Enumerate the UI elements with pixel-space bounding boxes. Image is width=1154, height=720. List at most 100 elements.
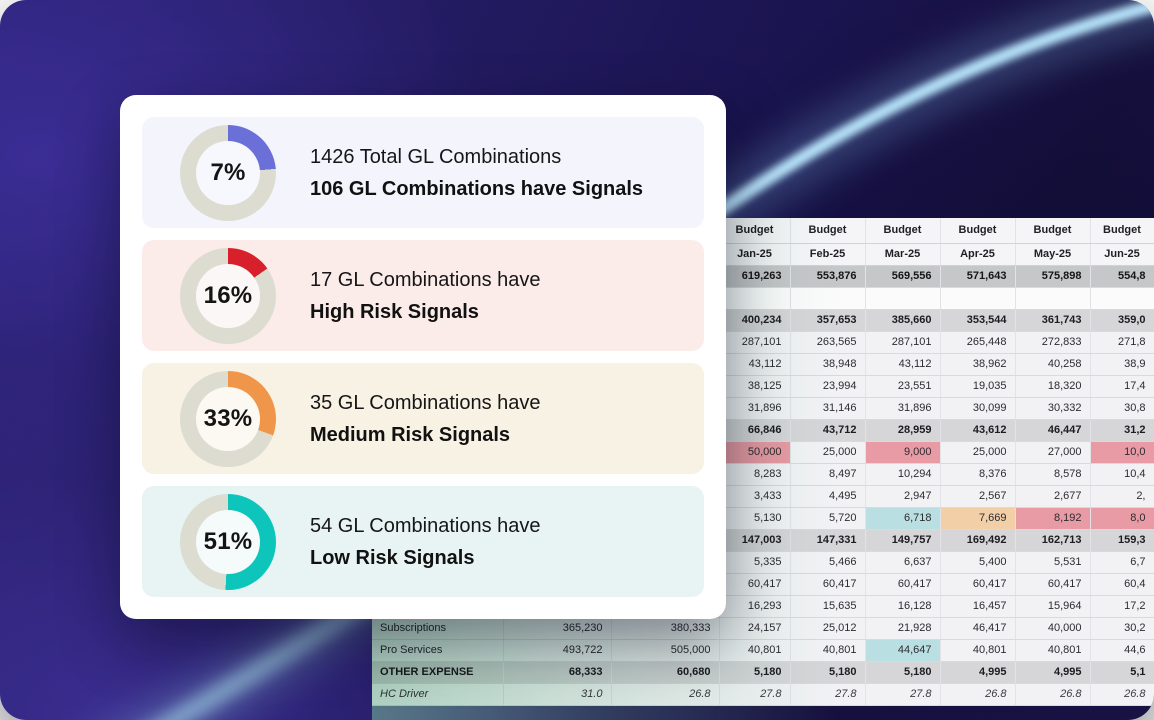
value-cell[interactable]: 5,130 <box>719 507 791 530</box>
value-cell[interactable]: 38,9 <box>1090 353 1154 376</box>
value-cell[interactable] <box>719 287 791 310</box>
value-cell[interactable]: 5,466 <box>790 551 866 574</box>
value-cell[interactable]: 400,234 <box>719 309 791 332</box>
value-cell[interactable]: 7,669 <box>940 507 1016 530</box>
value-cell[interactable]: 2,567 <box>940 485 1016 508</box>
value-cell[interactable]: 27,000 <box>1015 441 1091 464</box>
value-cell[interactable]: 4,995 <box>1015 661 1091 684</box>
value-cell[interactable]: 159,3 <box>1090 529 1154 552</box>
value-cell[interactable]: 357,653 <box>790 309 866 332</box>
value-cell[interactable]: Jan-25 <box>719 243 791 266</box>
value-cell[interactable]: 16,293 <box>719 595 791 618</box>
value-cell[interactable]: 30,8 <box>1090 397 1154 420</box>
value-cell[interactable]: 162,713 <box>1015 529 1091 552</box>
value-cell[interactable]: 8,578 <box>1015 463 1091 486</box>
value-cell[interactable]: 8,192 <box>1015 507 1091 530</box>
value-cell[interactable]: 10,294 <box>865 463 941 486</box>
value-cell[interactable]: 5,335 <box>719 551 791 574</box>
value-cell[interactable]: Budget <box>865 218 941 244</box>
value-cell[interactable] <box>1015 287 1091 310</box>
value-cell[interactable]: Feb-25 <box>790 243 866 266</box>
value-cell[interactable]: 8,497 <box>790 463 866 486</box>
value-cell[interactable]: 21,928 <box>865 617 941 640</box>
value-cell[interactable]: 263,565 <box>790 331 866 354</box>
value-cell[interactable] <box>865 287 941 310</box>
value-cell[interactable] <box>1090 287 1154 310</box>
value-cell[interactable]: 16,457 <box>940 595 1016 618</box>
value-cell[interactable]: 272,833 <box>1015 331 1091 354</box>
value-cell[interactable]: 25,000 <box>940 441 1016 464</box>
value-cell[interactable]: 147,331 <box>790 529 866 552</box>
value-cell[interactable]: 38,948 <box>790 353 866 376</box>
value-cell[interactable]: 31,896 <box>719 397 791 420</box>
value-cell[interactable]: 40,801 <box>719 639 791 662</box>
value-cell[interactable]: 271,8 <box>1090 331 1154 354</box>
value-cell[interactable]: 5,180 <box>865 661 941 684</box>
value-cell[interactable]: 6,637 <box>865 551 941 574</box>
value-cell[interactable]: 26.8 <box>1015 683 1091 706</box>
value-cell[interactable]: 5,180 <box>719 661 791 684</box>
value-cell[interactable]: 44,647 <box>865 639 941 662</box>
value-cell[interactable]: 17,4 <box>1090 375 1154 398</box>
value-cell[interactable]: 8,0 <box>1090 507 1154 530</box>
value-cell[interactable]: 149,757 <box>865 529 941 552</box>
value-cell[interactable]: 380,333 <box>611 617 720 640</box>
value-cell[interactable]: 15,964 <box>1015 595 1091 618</box>
value-cell[interactable]: 5,1 <box>1090 661 1154 684</box>
value-cell[interactable]: 26.8 <box>1090 683 1154 706</box>
value-cell[interactable]: 147,003 <box>719 529 791 552</box>
value-cell[interactable]: 2,677 <box>1015 485 1091 508</box>
value-cell[interactable]: 493,722 <box>503 639 612 662</box>
value-cell[interactable] <box>790 287 866 310</box>
value-cell[interactable]: 4,995 <box>940 661 1016 684</box>
value-cell[interactable]: 30,332 <box>1015 397 1091 420</box>
value-cell[interactable]: 265,448 <box>940 331 1016 354</box>
value-cell[interactable]: 60,417 <box>865 573 941 596</box>
value-cell[interactable]: 554,8 <box>1090 265 1154 288</box>
value-cell[interactable]: 17,2 <box>1090 595 1154 618</box>
value-cell[interactable]: 5,180 <box>790 661 866 684</box>
value-cell[interactable]: 575,898 <box>1015 265 1091 288</box>
value-cell[interactable]: 25,012 <box>790 617 866 640</box>
value-cell[interactable]: Budget <box>1015 218 1091 244</box>
value-cell[interactable]: 365,230 <box>503 617 612 640</box>
value-cell[interactable]: 5,720 <box>790 507 866 530</box>
value-cell[interactable]: 66,846 <box>719 419 791 442</box>
value-cell[interactable] <box>940 287 1016 310</box>
value-cell[interactable]: 28,959 <box>865 419 941 442</box>
value-cell[interactable]: 23,551 <box>865 375 941 398</box>
value-cell[interactable]: 43,112 <box>719 353 791 376</box>
value-cell[interactable]: 553,876 <box>790 265 866 288</box>
value-cell[interactable]: Budget <box>1090 218 1154 244</box>
value-cell[interactable]: 31,2 <box>1090 419 1154 442</box>
value-cell[interactable]: 26.8 <box>940 683 1016 706</box>
value-cell[interactable]: 30,2 <box>1090 617 1154 640</box>
value-cell[interactable]: 385,660 <box>865 309 941 332</box>
value-cell[interactable]: 27.8 <box>865 683 941 706</box>
value-cell[interactable]: 2,947 <box>865 485 941 508</box>
row-label-cell[interactable]: OTHER EXPENSE <box>372 661 504 684</box>
value-cell[interactable]: 5,400 <box>940 551 1016 574</box>
value-cell[interactable]: 5,531 <box>1015 551 1091 574</box>
value-cell[interactable]: 169,492 <box>940 529 1016 552</box>
value-cell[interactable]: 38,125 <box>719 375 791 398</box>
value-cell[interactable]: Apr-25 <box>940 243 1016 266</box>
value-cell[interactable]: Mar-25 <box>865 243 941 266</box>
value-cell[interactable]: 30,099 <box>940 397 1016 420</box>
value-cell[interactable]: 15,635 <box>790 595 866 618</box>
value-cell[interactable]: 60,417 <box>1015 573 1091 596</box>
value-cell[interactable]: 569,556 <box>865 265 941 288</box>
value-cell[interactable]: 40,000 <box>1015 617 1091 640</box>
value-cell[interactable]: 3,433 <box>719 485 791 508</box>
value-cell[interactable]: 359,0 <box>1090 309 1154 332</box>
value-cell[interactable]: 43,112 <box>865 353 941 376</box>
row-label-cell[interactable]: Subscriptions <box>372 617 504 640</box>
value-cell[interactable]: 16,128 <box>865 595 941 618</box>
value-cell[interactable]: 60,4 <box>1090 573 1154 596</box>
value-cell[interactable]: 353,544 <box>940 309 1016 332</box>
value-cell[interactable]: 571,643 <box>940 265 1016 288</box>
value-cell[interactable]: 43,612 <box>940 419 1016 442</box>
value-cell[interactable]: 18,320 <box>1015 375 1091 398</box>
value-cell[interactable]: 60,417 <box>790 573 866 596</box>
value-cell[interactable]: 23,994 <box>790 375 866 398</box>
